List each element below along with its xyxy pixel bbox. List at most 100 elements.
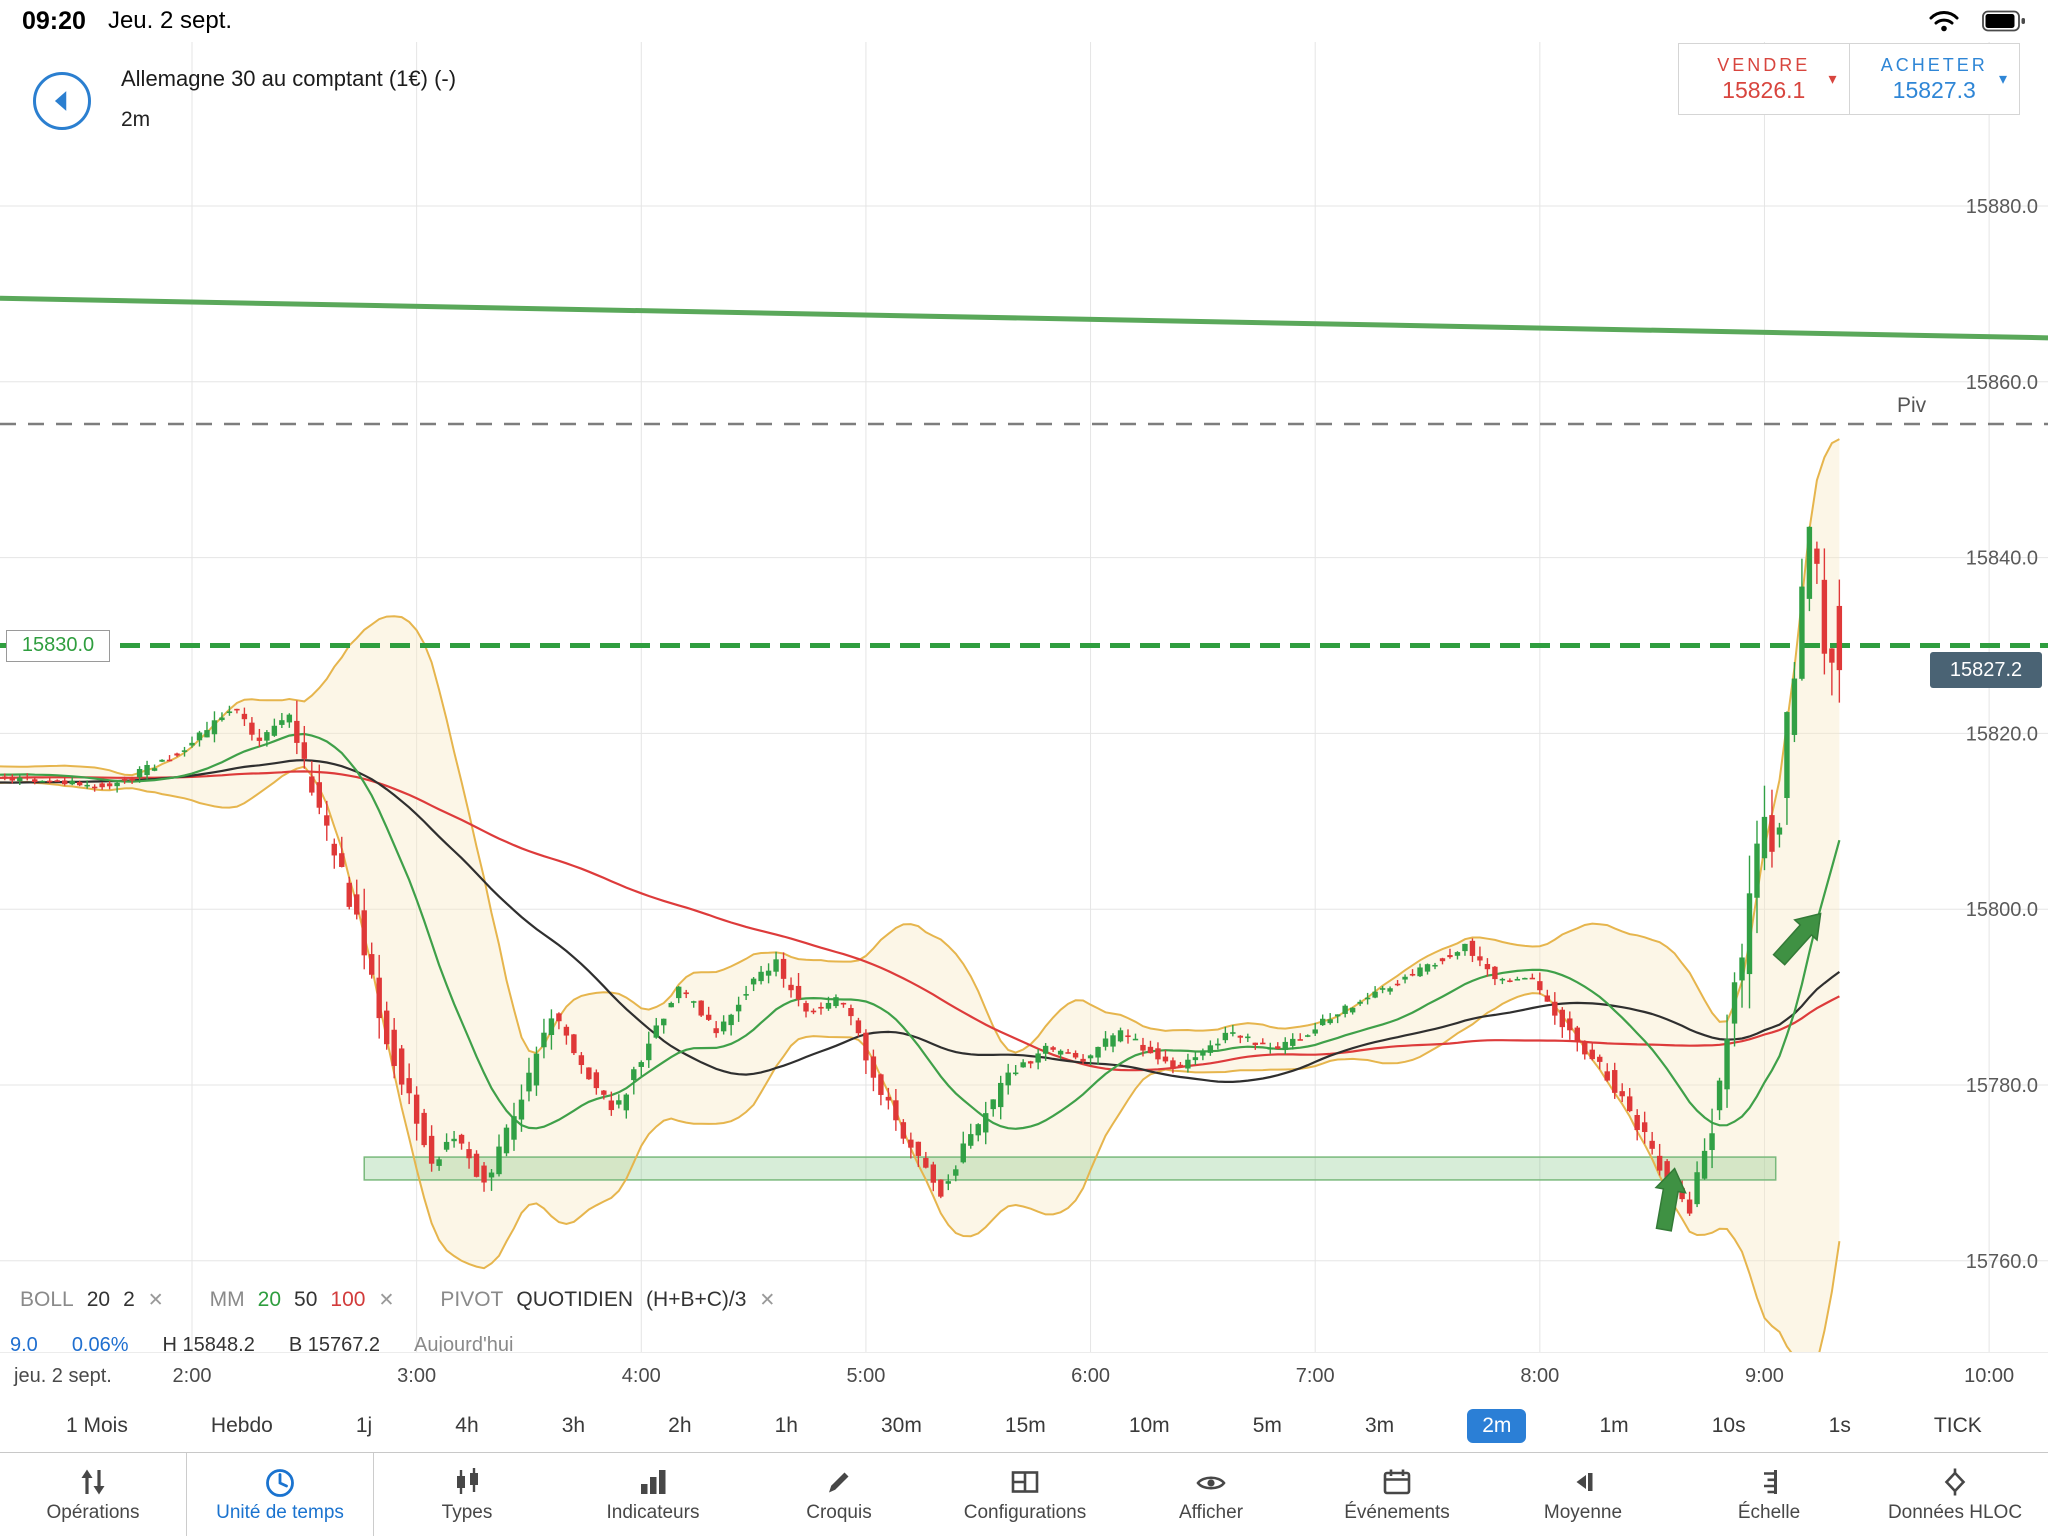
remove-pivot-button[interactable]: ✕ — [759, 1289, 776, 1311]
legend-boll-name: BOLL — [20, 1288, 74, 1311]
toolbar-item-afficher[interactable]: Afficher — [1118, 1453, 1304, 1536]
time-axis-label: 9:00 — [1745, 1365, 1784, 1387]
back-arrow-icon — [54, 91, 67, 111]
timeframe-hebdo[interactable]: Hebdo — [210, 1414, 273, 1437]
toolbar-item-moyenne[interactable]: Moyenne — [1490, 1453, 1676, 1536]
status-time: 09:20 — [22, 6, 86, 35]
clock-icon — [266, 1469, 294, 1497]
timeframe-1-mois[interactable]: 1 Mois — [66, 1414, 128, 1437]
remove-boll-button[interactable]: ✕ — [147, 1289, 164, 1311]
price-axis-label: 15780.0 — [1966, 1075, 2038, 1097]
toolbar-item-label: Moyenne — [1543, 1502, 1623, 1523]
legend-pivot: PIVOT QUOTIDIEN (H+B+C)/3 ✕ — [440, 1288, 775, 1312]
timeframe-15m[interactable]: 15m — [1004, 1414, 1046, 1437]
price-axis-label: 15760.0 — [1966, 1251, 2038, 1273]
timeframe-1s[interactable]: 1s — [1828, 1414, 1851, 1437]
candlesticks — [0, 526, 1843, 1216]
moving-average-50 — [0, 759, 1841, 1083]
alert-price-label[interactable]: 15830.0 — [6, 629, 110, 662]
legend-bollinger: BOLL 20 2 ✕ — [20, 1288, 164, 1312]
toolbar-item-evenements[interactable]: Événements — [1304, 1453, 1490, 1536]
annotation-arrow — [1772, 912, 1822, 966]
sell-caret-icon: ▾ — [1828, 71, 1837, 88]
operations-icon — [81, 1469, 105, 1495]
indicator-legend: BOLL 20 2 ✕ MM 20 50 100 ✕ PIVOT QUOTIDI… — [20, 1288, 775, 1312]
toolbar-item-label: Indicateurs — [606, 1502, 700, 1523]
timeframe-selector: 1 Mois Hebdo 1j 4h 3h 2h 1h 30m 15m 10m … — [0, 1400, 2048, 1452]
annotation-arrow — [1654, 1167, 1687, 1232]
toolbar-item-label: Opérations — [46, 1502, 140, 1523]
time-axis-label: 8:00 — [1520, 1365, 1560, 1387]
price-axis-label: 15880.0 — [1966, 196, 2038, 218]
toolbar-item-indicateurs[interactable]: Indicateurs — [560, 1453, 746, 1536]
chart-area: 15880.0 15860.0 15840.0 15820.0 15800.0 15780… — [0, 0, 2048, 1356]
current-price-tag: 15827.2 — [1930, 652, 2042, 689]
toolbar-item-operations[interactable]: Opérations — [0, 1453, 186, 1536]
time-axis: jeu. 2 sept. 2:00 3:00 4:00 5:00 6:00 7:00 8:00… — [0, 1352, 2048, 1400]
toolbar-item-configurations[interactable]: Configurations — [932, 1453, 1118, 1536]
eye-icon — [1196, 1476, 1226, 1490]
toolbar-item-croquis[interactable]: Croquis — [746, 1453, 932, 1536]
toolbar-item-label: Données HLOC — [1887, 1502, 2023, 1523]
timeframe-4h[interactable]: 4h — [455, 1414, 479, 1437]
legend-mm-20: 20 — [257, 1288, 282, 1311]
timeframe-10m[interactable]: 10m — [1128, 1414, 1170, 1437]
session-high: H 15848.2 — [162, 1334, 255, 1356]
change-value: 9.0 — [10, 1334, 38, 1356]
pivot-line-label: Piv — [1897, 393, 1927, 417]
legend-boll-dev: 2 — [123, 1288, 135, 1311]
hloc-data-icon — [1944, 1468, 1966, 1496]
toolbar-item-label: Croquis — [806, 1502, 872, 1523]
toolbar-item-donnees-hloc[interactable]: Données HLOC — [1862, 1453, 2048, 1536]
indicators-icon — [641, 1470, 666, 1494]
pencil-icon — [829, 1472, 849, 1493]
toolbar-item-unite-de-temps[interactable]: Unité de temps — [186, 1453, 374, 1536]
buy-button[interactable]: ACHETER 15827.3 ▾ — [1850, 44, 2020, 114]
timeframe-30m[interactable]: 30m — [880, 1414, 922, 1437]
price-axis-label: 15820.0 — [1966, 723, 2038, 745]
timeframe-2m[interactable]: 2m — [1467, 1409, 1527, 1443]
session-label: Aujourd'hui — [414, 1334, 514, 1356]
timeframe-1h[interactable]: 1h — [774, 1414, 798, 1437]
chart-types-icon — [457, 1468, 478, 1494]
timeframe-10s[interactable]: 10s — [1711, 1414, 1746, 1437]
timeframe-3m[interactable]: 3m — [1365, 1414, 1395, 1437]
price-axis-label: 15860.0 — [1966, 372, 2038, 394]
time-axis-label: 7:00 — [1295, 1365, 1335, 1387]
session-low: B 15767.2 — [288, 1334, 381, 1356]
legend-mm-100: 100 — [330, 1288, 366, 1311]
timeframe-tick[interactable]: TICK — [1933, 1414, 1982, 1437]
scale-icon — [1764, 1470, 1777, 1494]
average-icon — [1576, 1473, 1593, 1491]
support-zone — [363, 1156, 1777, 1181]
timeframe-3h[interactable]: 3h — [561, 1414, 586, 1437]
toolbar-item-label: Événements — [1344, 1502, 1450, 1523]
toolbar-item-types[interactable]: Types — [374, 1453, 560, 1536]
trend-line[interactable] — [0, 295, 2048, 341]
toolbar-item-echelle[interactable]: Échelle — [1676, 1453, 1862, 1536]
session-stats: 9.0 0.06% H 15848.2 B 15767.2 Aujourd'hu… — [10, 1334, 513, 1357]
timeframe-1j[interactable]: 1j — [355, 1414, 373, 1437]
time-axis-label: 3:00 — [397, 1365, 437, 1387]
legend-moving-averages: MM 20 50 100 ✕ — [210, 1288, 395, 1312]
chart-canvas[interactable]: 15880.0 15860.0 15840.0 15820.0 15800.0 15780… — [0, 0, 2048, 1352]
time-axis-label: 6:00 — [1071, 1365, 1111, 1387]
legend-mm-50: 50 — [294, 1288, 318, 1311]
bollinger-lower-band — [0, 765, 1841, 1352]
legend-mm-name: MM — [209, 1288, 245, 1311]
timeframe-5m[interactable]: 5m — [1252, 1414, 1282, 1437]
legend-boll-period: 20 — [86, 1288, 111, 1311]
timeframe-2h[interactable]: 2h — [668, 1414, 692, 1437]
layout-icon — [1011, 1471, 1039, 1493]
sell-label: VENDRE — [1717, 54, 1811, 75]
instrument-title: Allemagne 30 au comptant (1€) (-) — [121, 66, 457, 91]
price-axis-label: 15840.0 — [1966, 548, 2038, 570]
toolbar-item-label: Afficher — [1178, 1502, 1244, 1523]
sell-button[interactable]: VENDRE 15826.1 ▾ — [1679, 44, 1850, 114]
time-axis-label: 10:00 — [1964, 1365, 2015, 1387]
buy-caret-icon: ▾ — [1998, 71, 2007, 88]
timeframe-1m[interactable]: 1m — [1599, 1414, 1629, 1437]
remove-mm-button[interactable]: ✕ — [378, 1289, 395, 1311]
back-button[interactable] — [33, 72, 91, 130]
